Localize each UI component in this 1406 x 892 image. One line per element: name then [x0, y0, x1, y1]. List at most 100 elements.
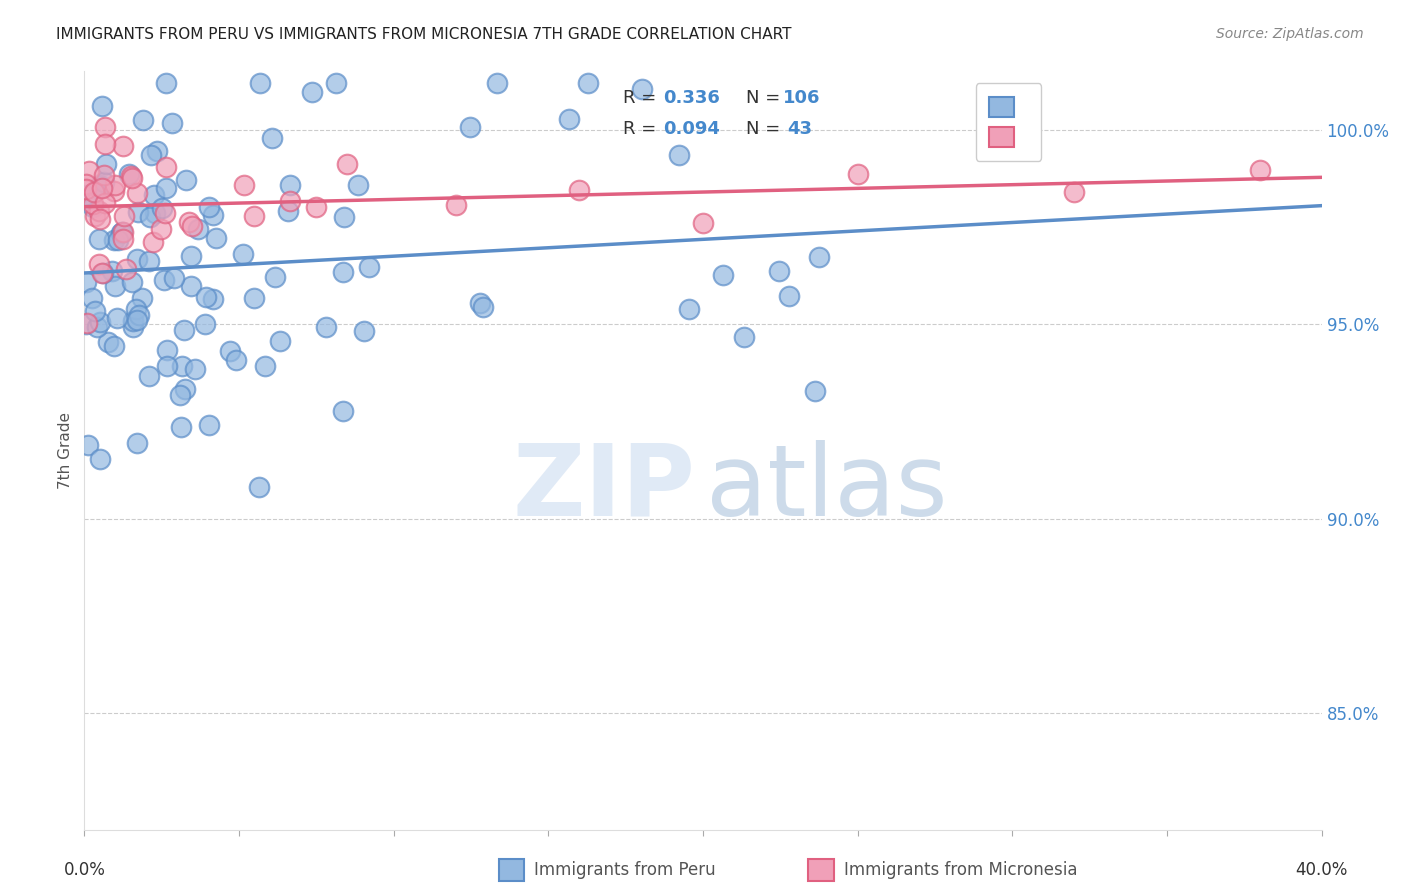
Point	[110, 226, 132, 240]
Point	[174, 382, 197, 396]
Point	[243, 291, 266, 305]
Point	[458, 120, 481, 135]
Point	[692, 216, 714, 230]
Point	[630, 82, 652, 96]
Point	[75, 187, 97, 202]
Point	[104, 178, 127, 192]
Text: 0.0%: 0.0%	[63, 861, 105, 879]
Point	[254, 359, 277, 374]
Text: N =: N =	[747, 120, 786, 137]
Point	[91, 180, 114, 194]
Point	[143, 188, 166, 202]
Point	[169, 387, 191, 401]
Point	[111, 225, 134, 239]
Point	[94, 195, 117, 210]
Point	[82, 291, 104, 305]
Point	[121, 275, 143, 289]
Point	[87, 232, 110, 246]
Point	[201, 209, 224, 223]
Point	[201, 292, 224, 306]
Point	[174, 172, 197, 186]
Point	[269, 334, 291, 348]
Point	[127, 204, 149, 219]
Point	[278, 178, 301, 193]
Point	[118, 167, 141, 181]
Point	[332, 265, 354, 279]
Point	[243, 210, 266, 224]
Point	[678, 301, 700, 316]
Point	[247, 480, 270, 494]
Point	[91, 266, 114, 280]
Point	[111, 225, 134, 239]
Y-axis label: 7th Grade: 7th Grade	[58, 412, 73, 489]
Point	[91, 99, 114, 113]
Point	[155, 160, 177, 174]
Point	[93, 120, 115, 134]
Point	[103, 339, 125, 353]
Point	[807, 250, 830, 264]
Point	[107, 233, 129, 247]
Point	[155, 76, 177, 90]
Point	[219, 343, 242, 358]
Point	[568, 183, 591, 197]
Point	[768, 263, 790, 277]
Point	[160, 116, 183, 130]
Point	[333, 210, 356, 224]
Point	[143, 206, 166, 220]
Point	[778, 289, 800, 303]
Point	[173, 323, 195, 337]
Text: R =: R =	[623, 89, 662, 107]
Point	[232, 247, 254, 261]
Point	[125, 252, 148, 266]
Point	[115, 262, 138, 277]
Point	[278, 194, 301, 209]
Point	[163, 270, 186, 285]
Point	[94, 136, 117, 151]
Point	[576, 76, 599, 90]
Point	[180, 219, 202, 234]
Point	[315, 319, 337, 334]
Point	[150, 201, 173, 215]
Point	[122, 320, 145, 334]
Point	[77, 438, 100, 452]
Point	[104, 278, 127, 293]
Point	[93, 175, 115, 189]
Point	[82, 197, 104, 211]
Point	[1063, 185, 1085, 199]
Text: 40.0%: 40.0%	[1295, 861, 1348, 879]
Point	[83, 303, 105, 318]
Point	[89, 178, 111, 193]
Point	[325, 76, 347, 90]
Point	[93, 266, 115, 280]
Point	[444, 198, 467, 212]
Point	[131, 291, 153, 305]
Text: N =: N =	[747, 89, 786, 107]
Text: Immigrants from Micronesia: Immigrants from Micronesia	[844, 861, 1077, 879]
Point	[101, 264, 124, 278]
Point	[146, 144, 169, 158]
Point	[93, 168, 115, 182]
Point	[249, 76, 271, 90]
Point	[75, 178, 97, 192]
Point	[89, 451, 111, 466]
Point	[112, 139, 135, 153]
Point	[184, 361, 207, 376]
Point	[128, 309, 150, 323]
Point	[138, 368, 160, 383]
Point	[103, 233, 125, 247]
Point	[125, 302, 148, 317]
Point	[153, 273, 176, 287]
Point	[86, 319, 108, 334]
Point	[89, 211, 111, 226]
Point	[139, 148, 162, 162]
Point	[205, 230, 228, 244]
Point	[127, 313, 149, 327]
Point	[77, 164, 100, 178]
Legend: , : ,	[976, 84, 1040, 161]
Point	[277, 203, 299, 218]
Point	[301, 85, 323, 99]
Point	[332, 404, 354, 418]
Point	[149, 222, 172, 236]
Point	[84, 209, 107, 223]
Point	[336, 157, 359, 171]
